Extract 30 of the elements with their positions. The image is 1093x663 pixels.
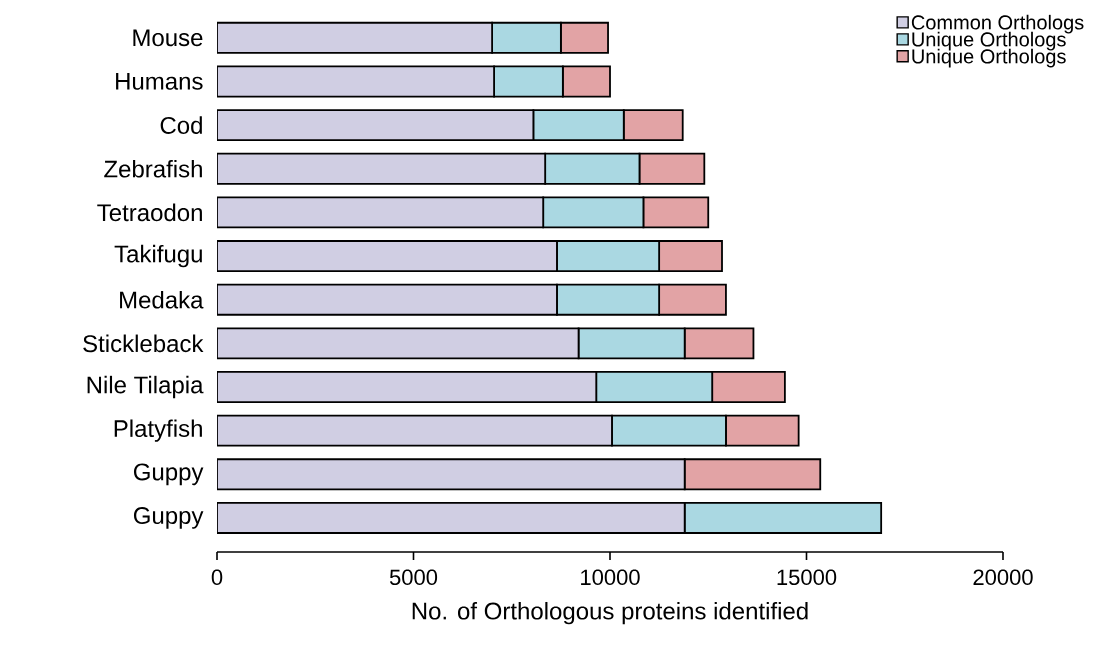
y-tick-label: Guppy [133,507,204,529]
bar [217,21,493,54]
y-tick-label: Takifugu [114,244,202,268]
y-tick-label: Humans [116,73,203,90]
bar [217,109,535,142]
bar [217,458,686,491]
x-axis-title: No. of Orthologous proteins identified [412,601,808,625]
y-tick-label: Mouse [133,29,203,47]
bar [217,152,547,185]
bar [217,501,686,534]
x-tick-label: 0 [211,569,223,586]
x-tick-label: 5000 [389,569,438,586]
y-tick-label: Zebrafish [104,159,202,178]
y-tick-label: Stickleback [83,334,204,353]
bar [217,283,558,316]
y-tick-label: Platyfish [114,419,202,442]
bar [217,414,613,447]
bar [217,240,558,273]
bar [217,371,598,403]
x-tick-label: 20000 [973,569,1033,586]
bar [217,196,545,229]
y-tick-label: Guppy [133,463,204,486]
x-tick-label: 10000 [581,569,640,586]
x-tick-label: 15000 [777,569,837,586]
bar [217,65,495,98]
bar [217,327,580,360]
y-tick-label: Medaka [120,290,204,309]
y-tick-label: Cod [160,116,202,134]
y-tick-label: Tetraodon [97,203,202,222]
y-tick-label: Nile Tilapia [87,375,204,399]
